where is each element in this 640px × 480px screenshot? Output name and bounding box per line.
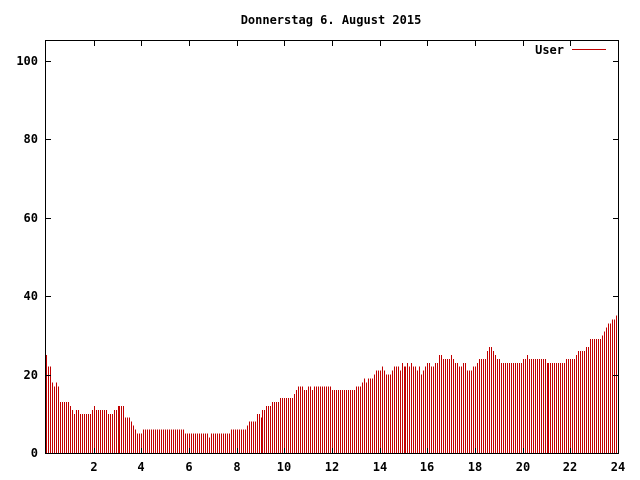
chart-title: Donnerstag 6. August 2015: [241, 13, 422, 27]
x-axis: 2 4 6 8 10 12 14 16 18 20 22 24: [90, 41, 625, 474]
x-tick-label: 22: [563, 460, 577, 474]
x-tick-label: 24: [611, 460, 625, 474]
legend: User: [535, 43, 606, 57]
y-tick-label: 40: [24, 289, 38, 303]
x-tick-label: 18: [468, 460, 482, 474]
x-tick-label: 20: [516, 460, 530, 474]
x-tick-label: 6: [185, 460, 192, 474]
x-tick-label: 8: [233, 460, 240, 474]
x-tick-label: 10: [277, 460, 291, 474]
y-axis: 0 20 40 60 80 100: [16, 54, 618, 460]
x-tick-label: 12: [325, 460, 339, 474]
y-tick-label: 0: [31, 446, 38, 460]
y-tick-label: 20: [24, 368, 38, 382]
legend-label-user: User: [535, 43, 564, 57]
x-tick-label: 16: [420, 460, 434, 474]
x-tick-label: 4: [137, 460, 144, 474]
y-tick-label: 100: [16, 54, 38, 68]
x-tick-label: 14: [373, 460, 387, 474]
plot-frame: [45, 40, 619, 454]
bar-series: [46, 315, 617, 453]
y-tick-label: 80: [24, 132, 38, 146]
x-tick-label: 2: [90, 460, 97, 474]
y-tick-label: 60: [24, 211, 38, 225]
